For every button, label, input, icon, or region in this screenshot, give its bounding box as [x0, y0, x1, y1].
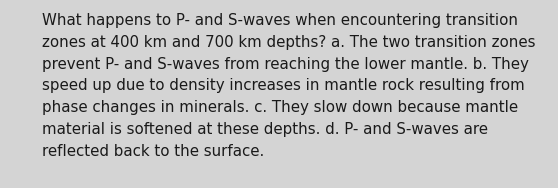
- Text: prevent P- and S-waves from reaching the lower mantle. b. They: prevent P- and S-waves from reaching the…: [42, 57, 529, 72]
- Text: material is softened at these depths. d. P- and S-waves are: material is softened at these depths. d.…: [42, 122, 488, 137]
- Text: reflected back to the surface.: reflected back to the surface.: [42, 144, 264, 159]
- Text: zones at 400 km and 700 km depths? a. The two transition zones: zones at 400 km and 700 km depths? a. Th…: [42, 35, 536, 50]
- Text: speed up due to density increases in mantle rock resulting from: speed up due to density increases in man…: [42, 78, 525, 93]
- Text: What happens to P- and S-waves when encountering transition: What happens to P- and S-waves when enco…: [42, 13, 518, 28]
- Text: phase changes in minerals. c. They slow down because mantle: phase changes in minerals. c. They slow …: [42, 100, 518, 115]
